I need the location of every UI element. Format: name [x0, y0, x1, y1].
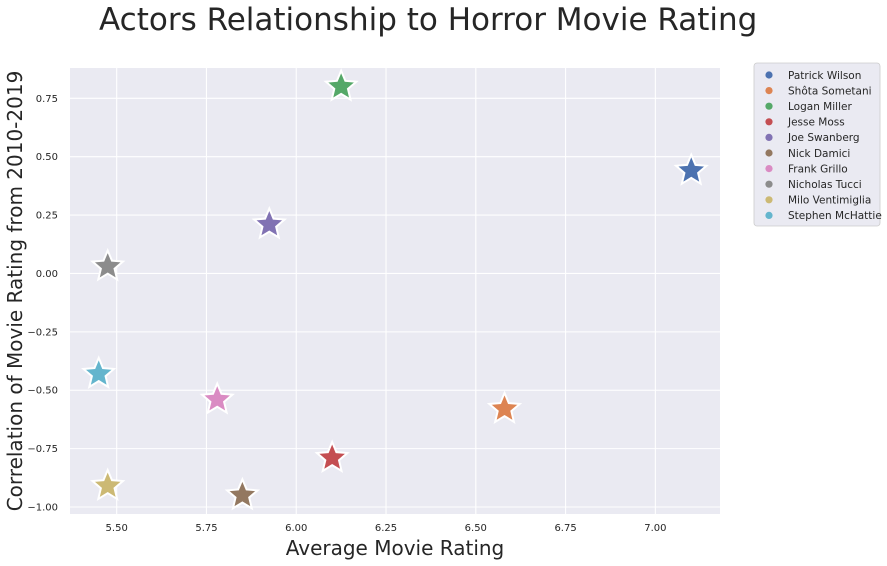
legend-label: Logan Miller [788, 101, 852, 113]
legend-marker [765, 102, 773, 110]
legend-label: Shôta Sometani [788, 85, 872, 97]
data-point-star [90, 247, 126, 282]
legend-label: Frank Grillo [788, 163, 848, 175]
y-tick-label: 0.50 [36, 152, 58, 163]
legend-label: Stephen McHattie [788, 210, 882, 222]
data-point-star [673, 152, 709, 186]
data-point-star [314, 439, 350, 474]
legend-box [753, 62, 881, 227]
legend-marker [765, 133, 773, 141]
y-axis-label: Correlation of Movie Rating from 2010-20… [3, 71, 27, 512]
legend-label: Milo Ventimiglia [788, 195, 871, 207]
data-point-star [199, 380, 235, 415]
x-tick-label: 5.50 [106, 523, 128, 534]
x-tick-label: 6.50 [465, 523, 487, 534]
data-points [81, 68, 709, 511]
data-point-star [224, 476, 261, 511]
legend-marker [765, 165, 773, 173]
x-tick-label: 6.25 [375, 523, 397, 534]
legend-label: Patrick Wilson [788, 70, 861, 82]
plot-area [70, 68, 720, 514]
legend-marker [765, 196, 773, 204]
y-tick-label: −1.00 [27, 502, 58, 513]
legend-label: Joe Swanberg [787, 132, 860, 144]
chart-title: Actors Relationship to Horror Movie Rati… [99, 2, 757, 38]
y-tick-label: −0.75 [27, 444, 58, 455]
x-tick-label: 7.00 [644, 523, 666, 534]
x-tick-label: 6.00 [285, 523, 307, 534]
x-tick-label: 6.75 [554, 523, 576, 534]
y-tick-labels: 0.75 0.50 0.25 0.00 −0.25 −0.50 −0.75 −1.00 [27, 94, 58, 514]
legend-entries: Patrick Wilson Shôta Sometani Logan Miller… [765, 70, 882, 222]
y-tick-label: 0.25 [36, 211, 58, 222]
data-point-star [486, 390, 523, 424]
legend-label: Jesse Moss [787, 117, 845, 129]
grid [70, 68, 720, 514]
legend-marker [765, 211, 773, 219]
y-tick-label: −0.25 [27, 327, 58, 338]
legend-marker [765, 87, 773, 95]
data-point-star [81, 355, 117, 389]
x-tick-label: 5.75 [195, 523, 217, 534]
legend-label: Nick Damici [788, 148, 850, 160]
x-axis-label: Average Movie Rating [286, 536, 505, 560]
legend-marker [765, 71, 773, 79]
y-tick-label: 0.75 [36, 94, 58, 105]
y-tick-label: 0.00 [36, 269, 58, 280]
legend-marker [765, 118, 773, 126]
y-tick-label: −0.50 [27, 386, 58, 397]
data-point-star [90, 467, 126, 502]
legend-marker [765, 149, 773, 157]
legend: Patrick Wilson Shôta Sometani Logan Miller… [753, 62, 882, 227]
data-point-star [323, 68, 359, 102]
x-tick-labels: 5.50 5.75 6.00 6.25 6.50 6.75 7.00 [106, 523, 667, 534]
data-point-star [251, 205, 288, 240]
legend-marker [765, 180, 773, 188]
legend-label: Nicholas Tucci [788, 179, 862, 191]
